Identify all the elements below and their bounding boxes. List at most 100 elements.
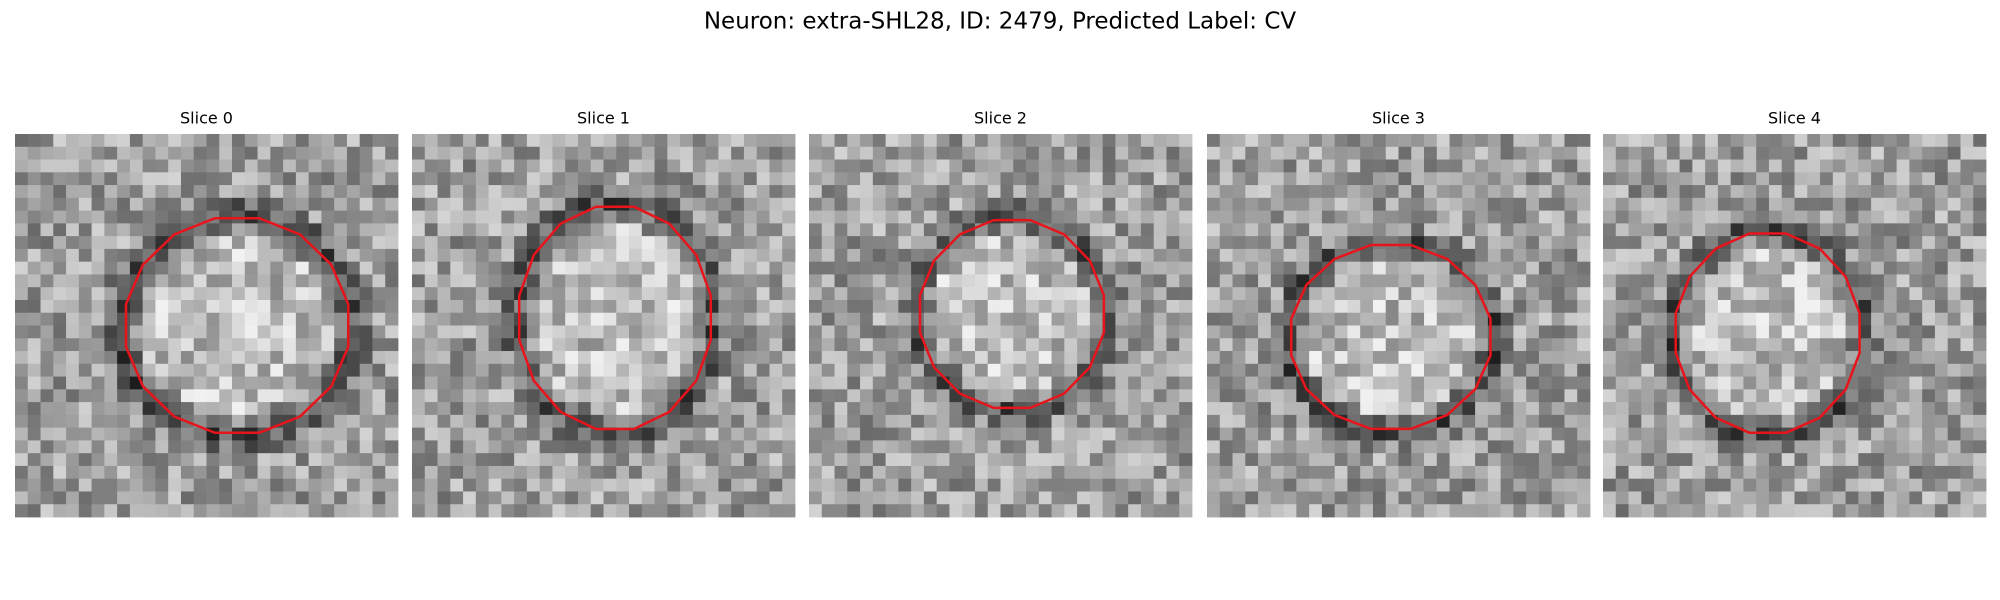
pixel [1219,402,1233,416]
pixel [1807,351,1821,365]
pixel [769,146,783,160]
pixel [501,299,515,314]
pixel [450,197,464,211]
pixel [603,465,617,480]
pixel [641,491,655,505]
pixel [1013,478,1027,492]
pixel [860,376,874,390]
pixel [1475,338,1489,352]
pixel [1411,363,1425,377]
pixel [1692,363,1706,377]
pixel [1089,185,1104,199]
pixel [705,146,719,160]
pixel [450,134,464,148]
pixel [117,376,131,390]
pixel [359,325,373,339]
pixel [654,427,668,441]
pixel [372,274,386,288]
pixel [923,414,938,429]
pixel [1538,248,1553,263]
pixel [1347,185,1361,199]
pixel [834,376,848,390]
pixel [334,414,348,429]
pixel [654,478,668,492]
pixel [91,414,105,429]
pixel [514,299,528,314]
pixel [15,389,29,403]
pixel [346,312,361,326]
pixel [1896,338,1910,352]
pixel [514,185,528,199]
pixel [1089,440,1104,454]
pixel [936,274,950,288]
pixel [424,312,438,326]
pixel [1475,197,1489,211]
pixel [40,299,54,314]
pixel [847,376,861,390]
pixel [949,491,963,505]
pixel [1462,236,1476,250]
pixel [847,453,861,467]
pixel [1140,491,1155,505]
pixel [1692,465,1706,480]
pixel [1820,312,1834,326]
pixel [1603,504,1617,518]
pixel [1026,236,1040,250]
pixel [1038,248,1052,263]
pixel [1219,236,1233,250]
pixel [731,159,745,173]
pixel [1628,197,1642,211]
pixel [1102,248,1116,263]
pixel [1258,299,1272,314]
pixel [539,465,553,480]
pixel [1102,414,1116,429]
pixel [1219,465,1233,480]
pixel [898,197,912,211]
pixel [385,197,399,211]
pixel [1717,453,1732,467]
pixel [206,504,220,518]
pixel [1179,261,1193,275]
pixel [1973,363,1987,377]
pixel [321,185,335,199]
pixel [129,402,144,416]
pixel [872,197,886,211]
pixel [385,210,399,224]
pixel [346,287,361,301]
pixel [1513,491,1527,505]
pixel [641,159,655,173]
pixel [782,236,796,250]
pixel [1089,299,1104,314]
pixel [731,363,745,377]
pixel [206,402,220,416]
pixel [1871,338,1885,352]
pixel [359,504,373,518]
pixel [1283,248,1297,263]
pixel [155,363,169,377]
pixel [283,376,297,390]
pixel [1500,299,1514,314]
pixel [949,504,963,518]
pixel [1641,363,1655,377]
pixel [1947,363,1961,377]
pixel [769,478,783,492]
pixel [1934,389,1949,403]
pixel [91,312,105,326]
pixel [27,338,41,352]
pixel [718,427,732,441]
pixel [641,299,655,314]
pixel [129,504,144,518]
pixel [321,465,335,480]
pixel [692,185,707,199]
pixel [692,338,707,352]
pixel [1807,440,1821,454]
pixel [1321,478,1336,492]
pixel [1115,210,1129,224]
pixel [1179,223,1193,237]
pixel [1102,504,1116,518]
pixel [1321,491,1336,505]
pixel [590,465,604,480]
pixel [385,491,399,505]
pixel [834,465,848,480]
pixel [1960,338,1974,352]
